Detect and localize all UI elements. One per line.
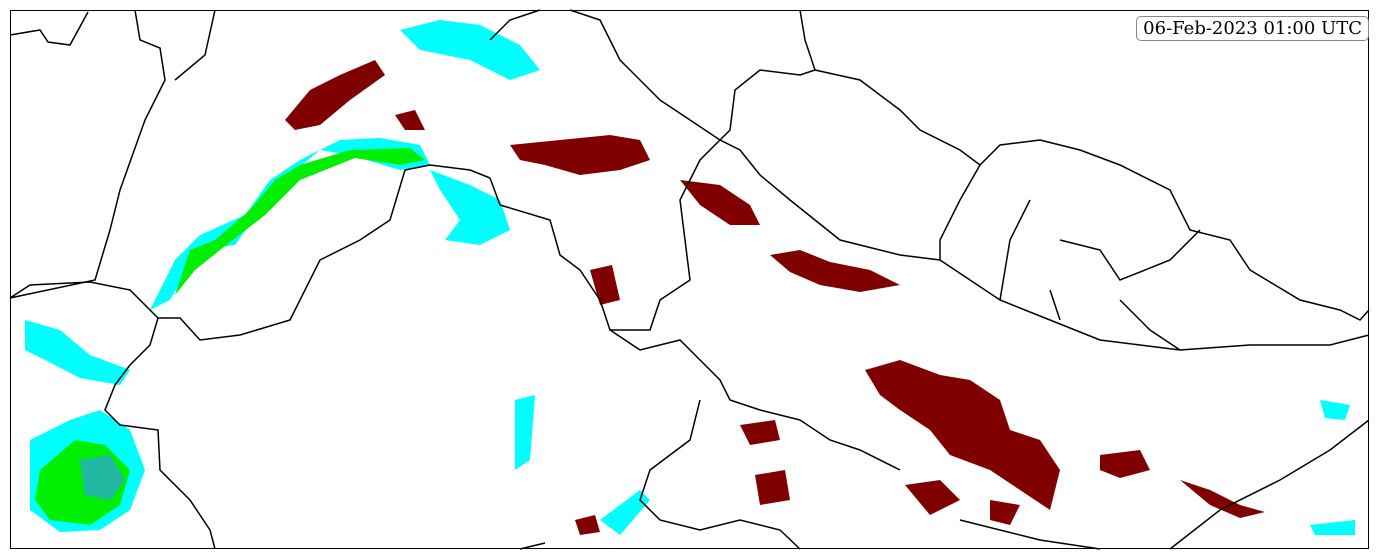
precip-area-heavy (755, 470, 790, 505)
precip-area-heavy (865, 360, 1060, 510)
precip-area-light (25, 320, 130, 385)
precip-area-heavy (905, 480, 960, 515)
precip-area-light (515, 395, 535, 470)
precip-area-heavy (1100, 450, 1150, 478)
precip-area-heavy (770, 250, 900, 292)
precip-area-light (1310, 520, 1355, 535)
precip-area-heavy (510, 135, 650, 175)
precip-area-heavy (1180, 480, 1265, 518)
precip-area-heavy (395, 110, 425, 130)
precip-area-light (400, 20, 540, 80)
precip-area-heavy (990, 500, 1020, 525)
timestamp-label: 06-Feb-2023 01:00 UTC (1136, 16, 1369, 41)
precip-area-heavy (740, 420, 780, 445)
precip-area-moderate (175, 148, 425, 295)
precipitation-overlay (25, 20, 1355, 535)
precip-area-medium (80, 455, 125, 500)
precip-area-heavy (680, 180, 760, 225)
precip-area-light (600, 490, 650, 535)
country-borders (9, 9, 1370, 550)
precip-area-light (1320, 400, 1350, 420)
precip-area-heavy (285, 60, 385, 130)
precip-area-heavy (575, 515, 600, 535)
precip-area-light (430, 170, 510, 245)
